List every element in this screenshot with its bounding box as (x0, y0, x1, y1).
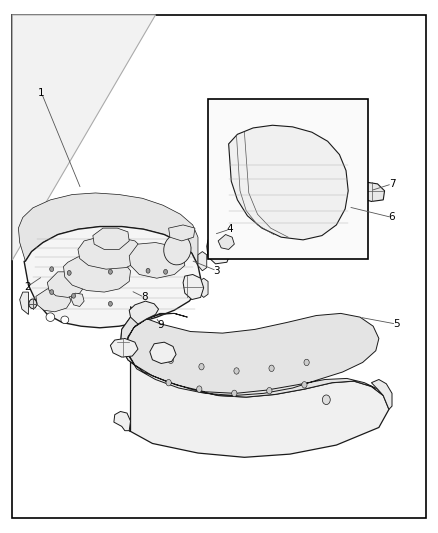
Ellipse shape (67, 271, 71, 276)
Polygon shape (71, 293, 84, 306)
Text: 3: 3 (213, 266, 220, 276)
Ellipse shape (234, 368, 239, 374)
Ellipse shape (232, 390, 237, 397)
Ellipse shape (109, 269, 112, 274)
Polygon shape (36, 289, 71, 312)
Ellipse shape (267, 387, 272, 394)
Polygon shape (229, 125, 348, 240)
Ellipse shape (61, 316, 69, 324)
Ellipse shape (199, 364, 204, 370)
Polygon shape (218, 235, 234, 249)
Text: 1: 1 (38, 88, 45, 98)
Polygon shape (20, 292, 28, 314)
Polygon shape (361, 182, 385, 201)
Ellipse shape (49, 266, 53, 272)
Polygon shape (18, 193, 198, 265)
Text: 5: 5 (393, 319, 400, 329)
Polygon shape (12, 15, 155, 260)
Polygon shape (110, 338, 138, 357)
Text: 4: 4 (226, 224, 233, 234)
Ellipse shape (304, 359, 309, 366)
Polygon shape (169, 225, 195, 241)
Polygon shape (64, 255, 131, 292)
Polygon shape (129, 243, 185, 278)
Polygon shape (207, 237, 231, 264)
Ellipse shape (322, 395, 330, 405)
Polygon shape (93, 228, 129, 249)
Polygon shape (24, 227, 201, 328)
Ellipse shape (302, 382, 307, 388)
Polygon shape (114, 411, 131, 431)
Ellipse shape (164, 234, 191, 265)
Text: 6: 6 (389, 213, 396, 222)
Ellipse shape (269, 365, 274, 372)
Polygon shape (47, 272, 85, 297)
Ellipse shape (197, 386, 202, 392)
Polygon shape (78, 237, 144, 269)
Ellipse shape (109, 301, 112, 306)
Ellipse shape (214, 246, 222, 255)
Polygon shape (120, 317, 389, 457)
Polygon shape (198, 278, 208, 297)
Polygon shape (183, 274, 204, 300)
Polygon shape (371, 379, 392, 409)
Text: 7: 7 (389, 179, 396, 189)
Ellipse shape (29, 299, 37, 309)
Ellipse shape (166, 379, 171, 386)
Ellipse shape (71, 293, 76, 298)
Polygon shape (150, 342, 176, 364)
Polygon shape (198, 252, 207, 271)
Ellipse shape (49, 290, 53, 295)
Ellipse shape (146, 269, 150, 273)
Polygon shape (120, 306, 383, 397)
Text: 2: 2 (24, 282, 31, 292)
Ellipse shape (46, 313, 55, 321)
Ellipse shape (163, 269, 167, 274)
Bar (208, 99, 368, 259)
Polygon shape (129, 301, 159, 324)
Text: 8: 8 (141, 293, 148, 302)
Ellipse shape (168, 357, 173, 364)
Text: 9: 9 (158, 320, 165, 330)
